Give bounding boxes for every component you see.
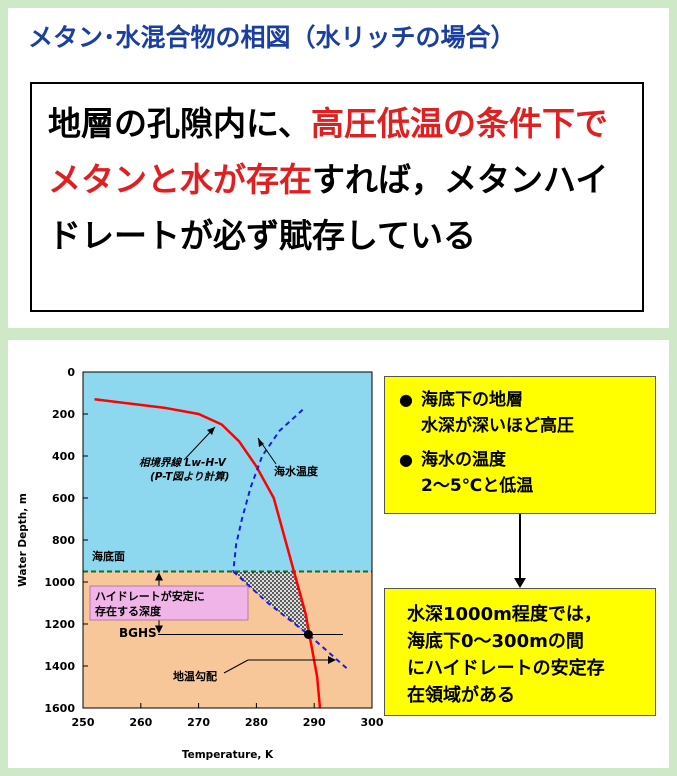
x-tick-label: 300 [361,716,383,729]
stable-zone-label: ハイドレートが安定に [95,589,205,603]
bullet-temperature-text: 海水の温度 2～5℃と低温 [421,450,534,496]
y-tick-label: 1600 [44,702,75,715]
top-panel: メタン･水混合物の相図（水リッチの場合） 地層の孔隙内に、高圧低温の条件下でメタ… [8,8,669,328]
x-tick-label: 250 [72,716,95,729]
x-tick-label: 280 [245,716,268,729]
y-tick-label: 200 [52,408,75,421]
geotherm-pointer-head [328,656,336,664]
y-tick-label: 1200 [44,618,75,631]
statement-box: 地層の孔隙内に、高圧低温の条件下でメタンと水が存在すれば，メタンハイドレートが必… [30,82,644,312]
y-tick-label: 400 [52,450,75,463]
series-line-2 [232,570,350,671]
geotherm-pointer [223,659,249,674]
y-tick-label: 1400 [44,660,75,673]
seafloor-label: 海底面 [92,549,125,563]
x-axis-title: Temperature, K [182,749,274,761]
series-line-0 [94,398,322,709]
stable-zone-label2: 存在する深度 [95,604,162,618]
phase-boundary-label: 相境界線 Lw-H-V [139,456,227,469]
bullet-temperature: ● 海水の温度 2～5℃と低温 [399,447,655,499]
bghs-label: BGHS [119,626,157,640]
bullet-icon: ● [399,390,413,409]
bullet-pressure: ● 海底下の地層 水深が深いほど高圧 [399,387,655,439]
stable-zone-box [89,585,249,621]
statement-text: 地層の孔隙内に、高圧低温の条件下でメタンと水が存在すれば，メタンハイドレートが必… [48,96,630,264]
y-tick-label: 0 [67,366,75,379]
bghs-point [303,630,313,639]
flow-arrow-head [514,578,526,588]
y-tick-label: 1000 [44,576,75,589]
thickness-arrow-head-bottom [155,625,163,634]
x-tick-label: 270 [187,716,210,729]
y-tick-label: 800 [52,534,75,547]
statement-part1: 地層の孔隙内に、 [48,104,312,143]
series-line-1 [232,409,304,572]
page-title: メタン･水混合物の相図（水リッチの場合） [28,23,516,52]
phase-diagram: 相境界線 Lw-H-V(P-T図より計算) 海水温度海底面ハイドレートが安定に存在… [17,366,383,761]
statement-emphasis: 高圧低温の条件下でメタンと水が存在 [48,104,609,199]
bullet-icon: ● [399,450,413,469]
sea-temp-pointer-head [258,438,264,447]
y-tick-label: 600 [52,492,75,505]
x-tick-label: 290 [303,716,326,729]
sea-region [83,372,372,572]
phase-boundary-sublabel: (P-T図より計算) [150,470,229,483]
geotherm-label: 地温勾配 [173,669,217,683]
flow-arrow-line [519,514,521,580]
x-tick-label: 260 [129,716,152,729]
sea-temp-label: 海水温度 [274,464,319,478]
conclusion-box: 水深1000m程度では， 海底下0～300mの間 にハイドレートの安定存 在領域… [384,588,656,716]
conclusion-text: 水深1000m程度では， 海底下0～300mの間 にハイドレートの安定存 在領域… [407,604,605,706]
bullet-pressure-text: 海底下の地層 水深が深いほど高圧 [421,390,574,436]
conditions-box: ● 海底下の地層 水深が深いほど高圧 ● 海水の温度 2～5℃と低温 [384,376,656,514]
thickness-arrow-head-top [155,572,163,581]
bottom-panel: 相境界線 Lw-H-V (P-T図より計算) 海水温度海底面ハイドレートが安定に 存在… [8,340,669,768]
y-axis-title: Water Depth, m [17,493,29,587]
phase-boundary-pointer-head [207,427,215,435]
statement-part3: すれば，メタンハイドレートが必ず賦存している [48,160,609,255]
